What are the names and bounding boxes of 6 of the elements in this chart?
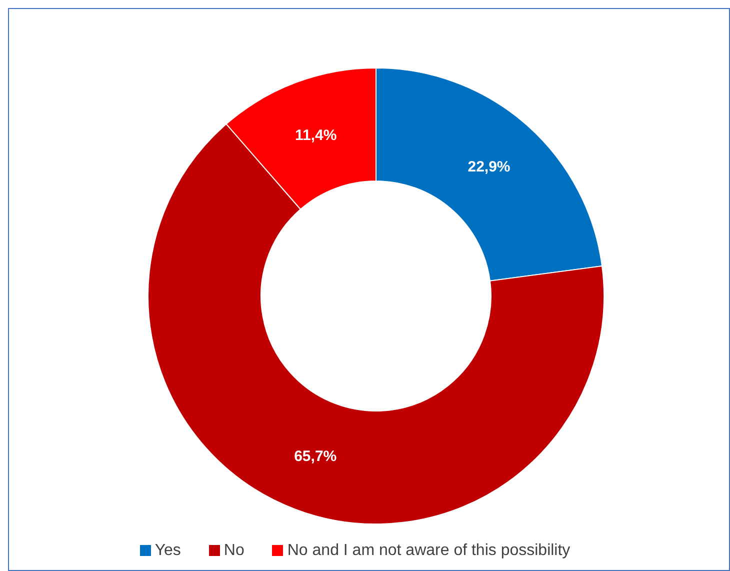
legend-label: Yes bbox=[154, 542, 181, 559]
data-label: 11,4% bbox=[295, 126, 337, 144]
data-label: 22,9% bbox=[468, 158, 510, 176]
data-label: 65,7% bbox=[294, 448, 337, 465]
legend-label: No and I am not aware of this possibility bbox=[287, 542, 570, 559]
legend-label: No bbox=[224, 542, 244, 559]
